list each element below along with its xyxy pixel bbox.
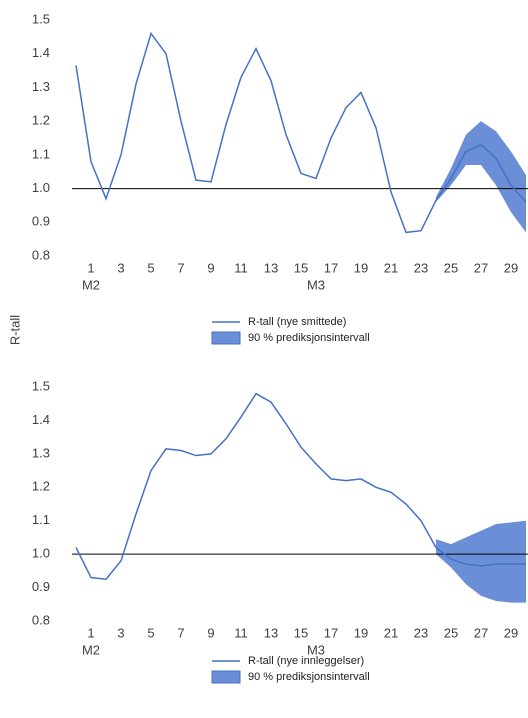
x-tick-label: 13 <box>264 625 278 640</box>
y-tick-label: 1.2 <box>32 113 50 128</box>
y-tick-label: 1.1 <box>32 146 50 161</box>
legend-label: 90 % prediksjonsintervall <box>248 671 370 683</box>
x-group-label: M2 <box>82 642 100 657</box>
x-tick-label: 27 <box>474 260 488 275</box>
x-tick-label: 11 <box>234 625 248 640</box>
y-tick-label: 1.0 <box>32 180 50 195</box>
y-axis-label: R-tall <box>7 315 22 345</box>
y-tick-label: 1.4 <box>32 45 50 60</box>
x-tick-label: 3 <box>117 260 124 275</box>
x-tick-label: 5 <box>147 260 154 275</box>
x-tick-label: 5 <box>147 625 154 640</box>
x-group-label: M3 <box>307 642 325 657</box>
prediction-band <box>436 520 526 603</box>
y-tick-label: 1.1 <box>32 512 50 527</box>
x-tick-label: 29 <box>504 260 518 275</box>
y-tick-label: 0.9 <box>32 579 50 594</box>
legend-label: R-tall (nye innleggelser) <box>248 655 364 667</box>
x-tick-label: 21 <box>384 625 398 640</box>
x-tick-label: 9 <box>207 625 214 640</box>
x-tick-label: 1 <box>87 260 94 275</box>
x-tick-label: 27 <box>474 625 488 640</box>
y-tick-label: 0.8 <box>32 247 50 262</box>
x-tick-label: 17 <box>324 260 338 275</box>
x-group-label: M3 <box>307 277 325 292</box>
x-tick-label: 13 <box>264 260 278 275</box>
x-tick-label: 3 <box>117 625 124 640</box>
x-tick-label: 11 <box>234 260 248 275</box>
x-tick-label: 29 <box>504 625 518 640</box>
x-tick-label: 1 <box>87 625 94 640</box>
line <box>75 31 527 234</box>
y-tick-label: 0.8 <box>32 612 50 627</box>
legend-swatch <box>211 331 241 345</box>
x-tick-label: 15 <box>294 260 308 275</box>
x-tick-label: 17 <box>324 625 338 640</box>
legend-label: R-tall (nye smittede) <box>248 316 346 328</box>
y-tick-label: 0.9 <box>32 214 50 229</box>
x-tick-label: 25 <box>444 260 458 275</box>
x-tick-label: 7 <box>177 260 184 275</box>
legend-label: 90 % prediksjonsintervall <box>248 332 370 344</box>
prediction-band <box>436 121 526 233</box>
x-tick-label: 19 <box>354 260 368 275</box>
x-tick-label: 19 <box>354 625 368 640</box>
x-tick-label: 15 <box>294 625 308 640</box>
x-tick-label: 23 <box>414 260 428 275</box>
legend-swatch <box>211 670 241 684</box>
x-tick-label: 9 <box>207 260 214 275</box>
y-tick-label: 1.5 <box>32 378 50 393</box>
y-tick-label: 1.5 <box>32 11 50 26</box>
x-tick-label: 7 <box>177 625 184 640</box>
x-tick-label: 25 <box>444 625 458 640</box>
y-tick-label: 1.3 <box>32 79 50 94</box>
x-group-label: M2 <box>82 277 100 292</box>
y-tick-label: 1.4 <box>32 412 50 427</box>
line <box>75 392 526 581</box>
x-tick-label: 21 <box>384 260 398 275</box>
x-tick-label: 23 <box>414 625 428 640</box>
y-tick-label: 1.2 <box>32 479 50 494</box>
y-tick-label: 1.0 <box>32 546 50 561</box>
y-tick-label: 1.3 <box>32 445 50 460</box>
